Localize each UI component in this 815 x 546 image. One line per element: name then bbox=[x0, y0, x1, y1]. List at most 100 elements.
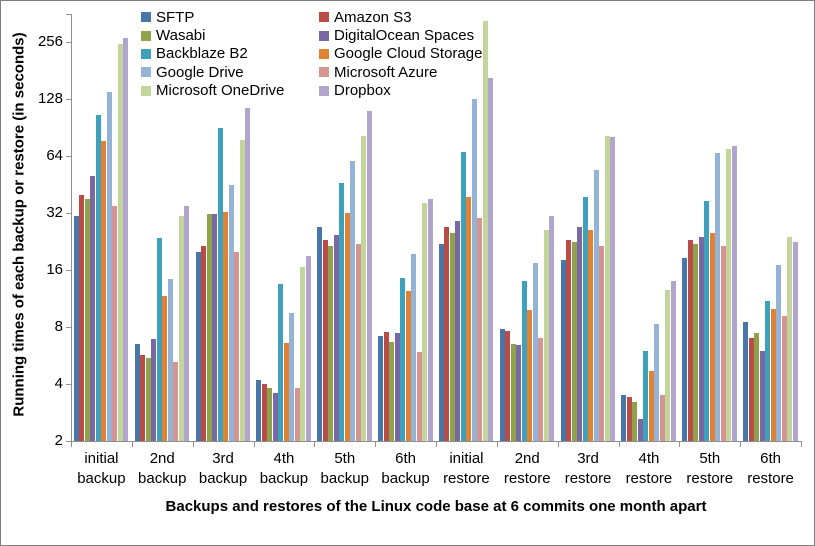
legend-item-google-drive: Google Drive bbox=[141, 63, 319, 81]
x-tick-mark bbox=[253, 441, 255, 447]
bar-wasabi bbox=[632, 402, 638, 441]
bar-sftp bbox=[438, 243, 444, 441]
bar-amazon-s3 bbox=[505, 331, 511, 441]
bar-amazon-s3 bbox=[383, 332, 389, 441]
bar-google-drive bbox=[228, 184, 234, 441]
bar-microsoft-onedrive bbox=[239, 139, 245, 441]
bar-amazon-s3 bbox=[687, 240, 693, 441]
bar-microsoft-onedrive bbox=[117, 43, 123, 441]
bar-digitalocean-spaces bbox=[90, 176, 96, 441]
bar-sftp bbox=[378, 335, 384, 441]
bar-dropbox bbox=[670, 280, 676, 441]
bar-dropbox bbox=[245, 107, 251, 441]
bar-dropbox bbox=[305, 255, 311, 441]
bar-google-drive bbox=[471, 99, 477, 441]
y-tick-label: 256 bbox=[37, 33, 63, 50]
category-label: 3rd backup bbox=[198, 450, 248, 487]
bar-digitalocean-spaces bbox=[577, 226, 583, 441]
bar-wasabi bbox=[267, 388, 273, 441]
category-label: 5th backup bbox=[320, 450, 369, 487]
bar-backblaze-b2 bbox=[460, 152, 466, 441]
bar-digitalocean-spaces bbox=[272, 392, 278, 441]
bar-google-cloud-storage bbox=[466, 196, 472, 441]
bar-wasabi bbox=[84, 198, 90, 441]
bar-microsoft-onedrive bbox=[300, 267, 306, 441]
bar-sftp bbox=[195, 251, 201, 441]
y-tick-label: 32 bbox=[46, 204, 63, 221]
legend-swatch-icon bbox=[319, 48, 329, 59]
bar-microsoft-onedrive bbox=[361, 135, 367, 441]
bar-digitalocean-spaces bbox=[759, 350, 765, 441]
bar-microsoft-azure bbox=[599, 245, 605, 441]
bar-amazon-s3 bbox=[322, 240, 328, 441]
bar-microsoft-azure bbox=[234, 251, 240, 441]
bar-sftp bbox=[743, 322, 749, 441]
legend: SFTP Amazon S3 Wasabi DigitalOcean Spaces Ba… bbox=[141, 8, 482, 100]
bar-backblaze-b2 bbox=[400, 278, 406, 441]
x-tick-mark bbox=[557, 441, 559, 447]
bar-digitalocean-spaces bbox=[455, 221, 461, 441]
legend-item-digitalocean-spaces: DigitalOcean Spaces bbox=[319, 26, 482, 44]
x-tick-mark bbox=[375, 441, 377, 447]
category-label: initial backup bbox=[77, 450, 126, 487]
bar-digitalocean-spaces bbox=[698, 236, 704, 441]
bar-backblaze-b2 bbox=[521, 280, 527, 441]
legend-swatch-icon bbox=[319, 30, 329, 41]
legend-swatch-icon bbox=[141, 85, 151, 96]
bar-backblaze-b2 bbox=[582, 196, 588, 441]
bar-amazon-s3 bbox=[201, 245, 207, 441]
y-tick-label: 64 bbox=[46, 147, 63, 164]
bar-sftp bbox=[621, 394, 627, 441]
legend-swatch-icon bbox=[141, 48, 151, 59]
bar-microsoft-onedrive bbox=[422, 203, 428, 441]
category-label: 5th restore bbox=[686, 450, 734, 487]
x-tick-mark bbox=[740, 441, 742, 447]
bar-amazon-s3 bbox=[444, 226, 450, 441]
category-label: initial restore bbox=[443, 450, 490, 487]
bar-amazon-s3 bbox=[140, 354, 146, 441]
legend-label: Google Cloud Storage bbox=[334, 45, 483, 63]
legend-item-microsoft-onedrive: Microsoft OneDrive bbox=[141, 82, 319, 100]
x-tick-mark bbox=[436, 441, 437, 447]
y-tick-mark bbox=[66, 441, 71, 442]
x-tick-mark bbox=[801, 441, 802, 447]
bar-backblaze-b2 bbox=[217, 127, 223, 441]
bar-sftp bbox=[134, 344, 140, 441]
bar-google-drive bbox=[411, 253, 417, 441]
bar-amazon-s3 bbox=[626, 397, 632, 441]
bar-microsoft-azure bbox=[538, 337, 544, 441]
y-tick-mark bbox=[66, 384, 71, 385]
bar-amazon-s3 bbox=[748, 337, 754, 441]
bar-wasabi bbox=[328, 245, 334, 441]
category-label: 6th restore bbox=[747, 450, 794, 487]
bar-dropbox bbox=[610, 136, 616, 441]
y-tick-mark bbox=[66, 270, 71, 271]
bar-google-drive bbox=[106, 91, 112, 441]
y-tick-mark bbox=[66, 327, 71, 328]
bar-microsoft-azure bbox=[659, 394, 665, 441]
bar-dropbox bbox=[488, 78, 494, 441]
bar-dropbox bbox=[427, 198, 433, 441]
legend-swatch-icon bbox=[141, 67, 151, 78]
x-tick-mark bbox=[618, 441, 620, 447]
bar-backblaze-b2 bbox=[156, 238, 162, 441]
bar-backblaze-b2 bbox=[95, 115, 101, 441]
bar-google-cloud-storage bbox=[588, 230, 594, 441]
bar-digitalocean-spaces bbox=[151, 339, 157, 441]
bar-digitalocean-spaces bbox=[637, 419, 643, 441]
legend-label: Microsoft Azure bbox=[334, 63, 438, 81]
bar-google-cloud-storage bbox=[648, 370, 654, 441]
y-tick-mark bbox=[66, 42, 71, 43]
x-tick-mark bbox=[192, 441, 194, 447]
bar-dropbox bbox=[123, 37, 129, 441]
bar-google-drive bbox=[289, 312, 295, 441]
category-label: 2nd restore bbox=[503, 450, 551, 487]
bar-microsoft-azure bbox=[416, 352, 422, 441]
category-label: 2nd backup bbox=[138, 450, 187, 487]
bar-digitalocean-spaces bbox=[516, 345, 522, 441]
bar-sftp bbox=[73, 215, 79, 441]
x-tick-mark bbox=[314, 441, 316, 447]
x-tick-mark bbox=[71, 441, 72, 447]
bar-digitalocean-spaces bbox=[333, 234, 339, 441]
bar-google-drive bbox=[593, 169, 599, 441]
